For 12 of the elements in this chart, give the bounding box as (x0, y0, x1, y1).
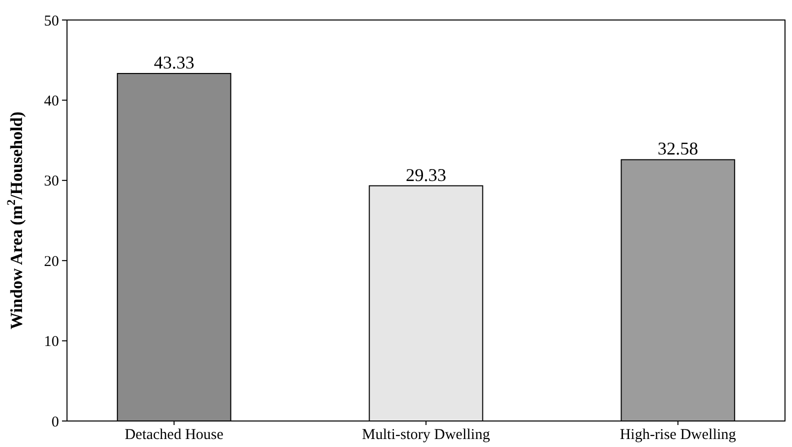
y-tick-label: 10 (44, 334, 59, 350)
y-tick-label: 0 (52, 414, 59, 430)
y-tick-label: 40 (44, 93, 59, 110)
y-tick-label: 50 (44, 13, 59, 30)
data-label: 32.58 (658, 138, 698, 159)
x-tick-label: Detached House (124, 427, 224, 443)
y-tick-label: 20 (44, 254, 59, 270)
y-tick-label: 30 (44, 174, 59, 190)
data-label: 43.33 (154, 52, 194, 72)
x-tick-label: Multi-story Dwelling (362, 427, 490, 443)
x-tick-label: High-rise Dwelling (620, 427, 737, 443)
data-label: 29.33 (406, 164, 446, 185)
